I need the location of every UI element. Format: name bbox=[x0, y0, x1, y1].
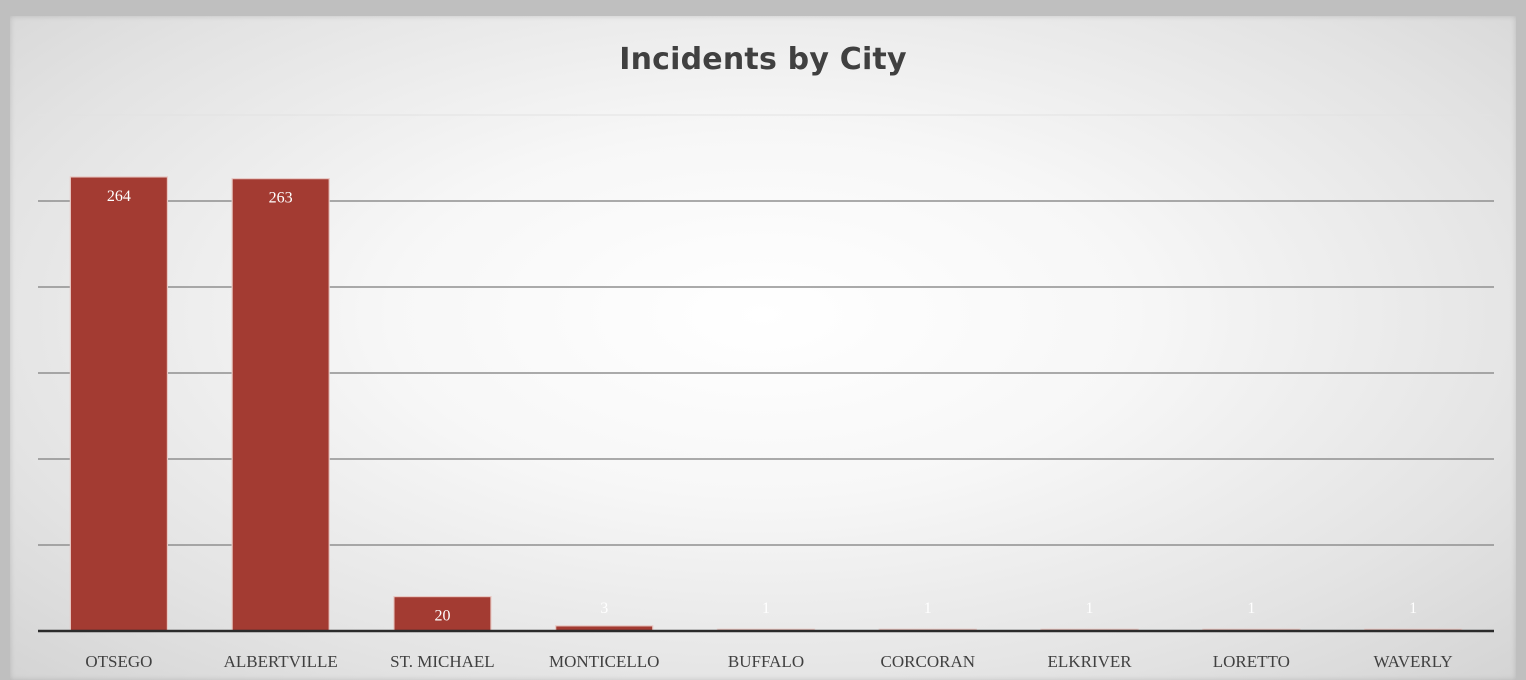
value-label: 1 bbox=[762, 600, 770, 617]
category-label: MONTICELLO bbox=[549, 652, 659, 671]
value-label: 1 bbox=[1409, 600, 1417, 617]
category-label: CORCORAN bbox=[881, 652, 975, 671]
category-labels: OTSEGO ALBERTVILLE ST. MICHAEL MONTICELLO BU… bbox=[85, 652, 1452, 671]
value-labels: 264 263 20 3 1 1 1 1 1 bbox=[107, 188, 1417, 625]
category-label: BUFFALO bbox=[728, 652, 804, 671]
chart-title: Incidents by City bbox=[619, 42, 907, 77]
category-label: OTSEGO bbox=[85, 652, 152, 671]
value-label: 20 bbox=[434, 608, 450, 625]
category-label: LORETTO bbox=[1213, 652, 1290, 671]
bar bbox=[69, 176, 169, 632]
value-label: 1 bbox=[1086, 600, 1094, 617]
bar bbox=[393, 595, 492, 632]
category-label: ALBERTVILLE bbox=[224, 652, 338, 671]
value-label: 263 bbox=[269, 190, 293, 207]
category-label: ST. MICHAEL bbox=[390, 652, 495, 671]
value-label: 1 bbox=[924, 600, 932, 617]
value-label: 3 bbox=[600, 600, 608, 617]
value-label: 264 bbox=[107, 188, 131, 205]
category-label: WAVERLY bbox=[1374, 652, 1453, 671]
category-label: ELKRIVER bbox=[1048, 652, 1133, 671]
bar bbox=[231, 178, 330, 632]
value-label: 1 bbox=[1247, 600, 1255, 617]
bars bbox=[69, 176, 1463, 632]
